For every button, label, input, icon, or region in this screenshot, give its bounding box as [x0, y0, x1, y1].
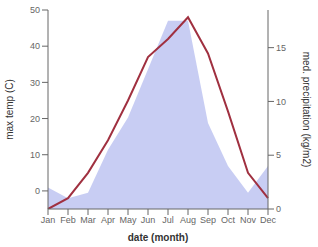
- svg-text:50: 50: [30, 5, 40, 15]
- svg-text:Mar: Mar: [80, 215, 96, 225]
- svg-text:Dec: Dec: [260, 215, 277, 225]
- svg-text:Apr: Apr: [101, 215, 115, 225]
- svg-text:Nov: Nov: [240, 215, 257, 225]
- svg-text:10: 10: [276, 97, 286, 107]
- svg-text:0: 0: [276, 204, 281, 214]
- svg-text:Jun: Jun: [141, 215, 156, 225]
- svg-text:Jul: Jul: [162, 215, 174, 225]
- svg-text:20: 20: [30, 114, 40, 124]
- svg-text:Aug: Aug: [180, 215, 196, 225]
- svg-text:Feb: Feb: [60, 215, 76, 225]
- svg-text:0: 0: [35, 186, 40, 196]
- svg-text:med. precipitation (kg/m2): med. precipitation (kg/m2): [301, 52, 310, 168]
- svg-text:30: 30: [30, 78, 40, 88]
- svg-text:date (month): date (month): [128, 232, 189, 243]
- svg-text:May: May: [119, 215, 137, 225]
- svg-text:Sep: Sep: [200, 215, 216, 225]
- svg-text:10: 10: [30, 150, 40, 160]
- svg-text:15: 15: [276, 43, 286, 53]
- svg-text:Jan: Jan: [41, 215, 56, 225]
- svg-text:max temp (C): max temp (C): [8, 79, 15, 140]
- svg-text:40: 40: [30, 41, 40, 51]
- svg-text:5: 5: [276, 150, 281, 160]
- svg-text:Oct: Oct: [221, 215, 236, 225]
